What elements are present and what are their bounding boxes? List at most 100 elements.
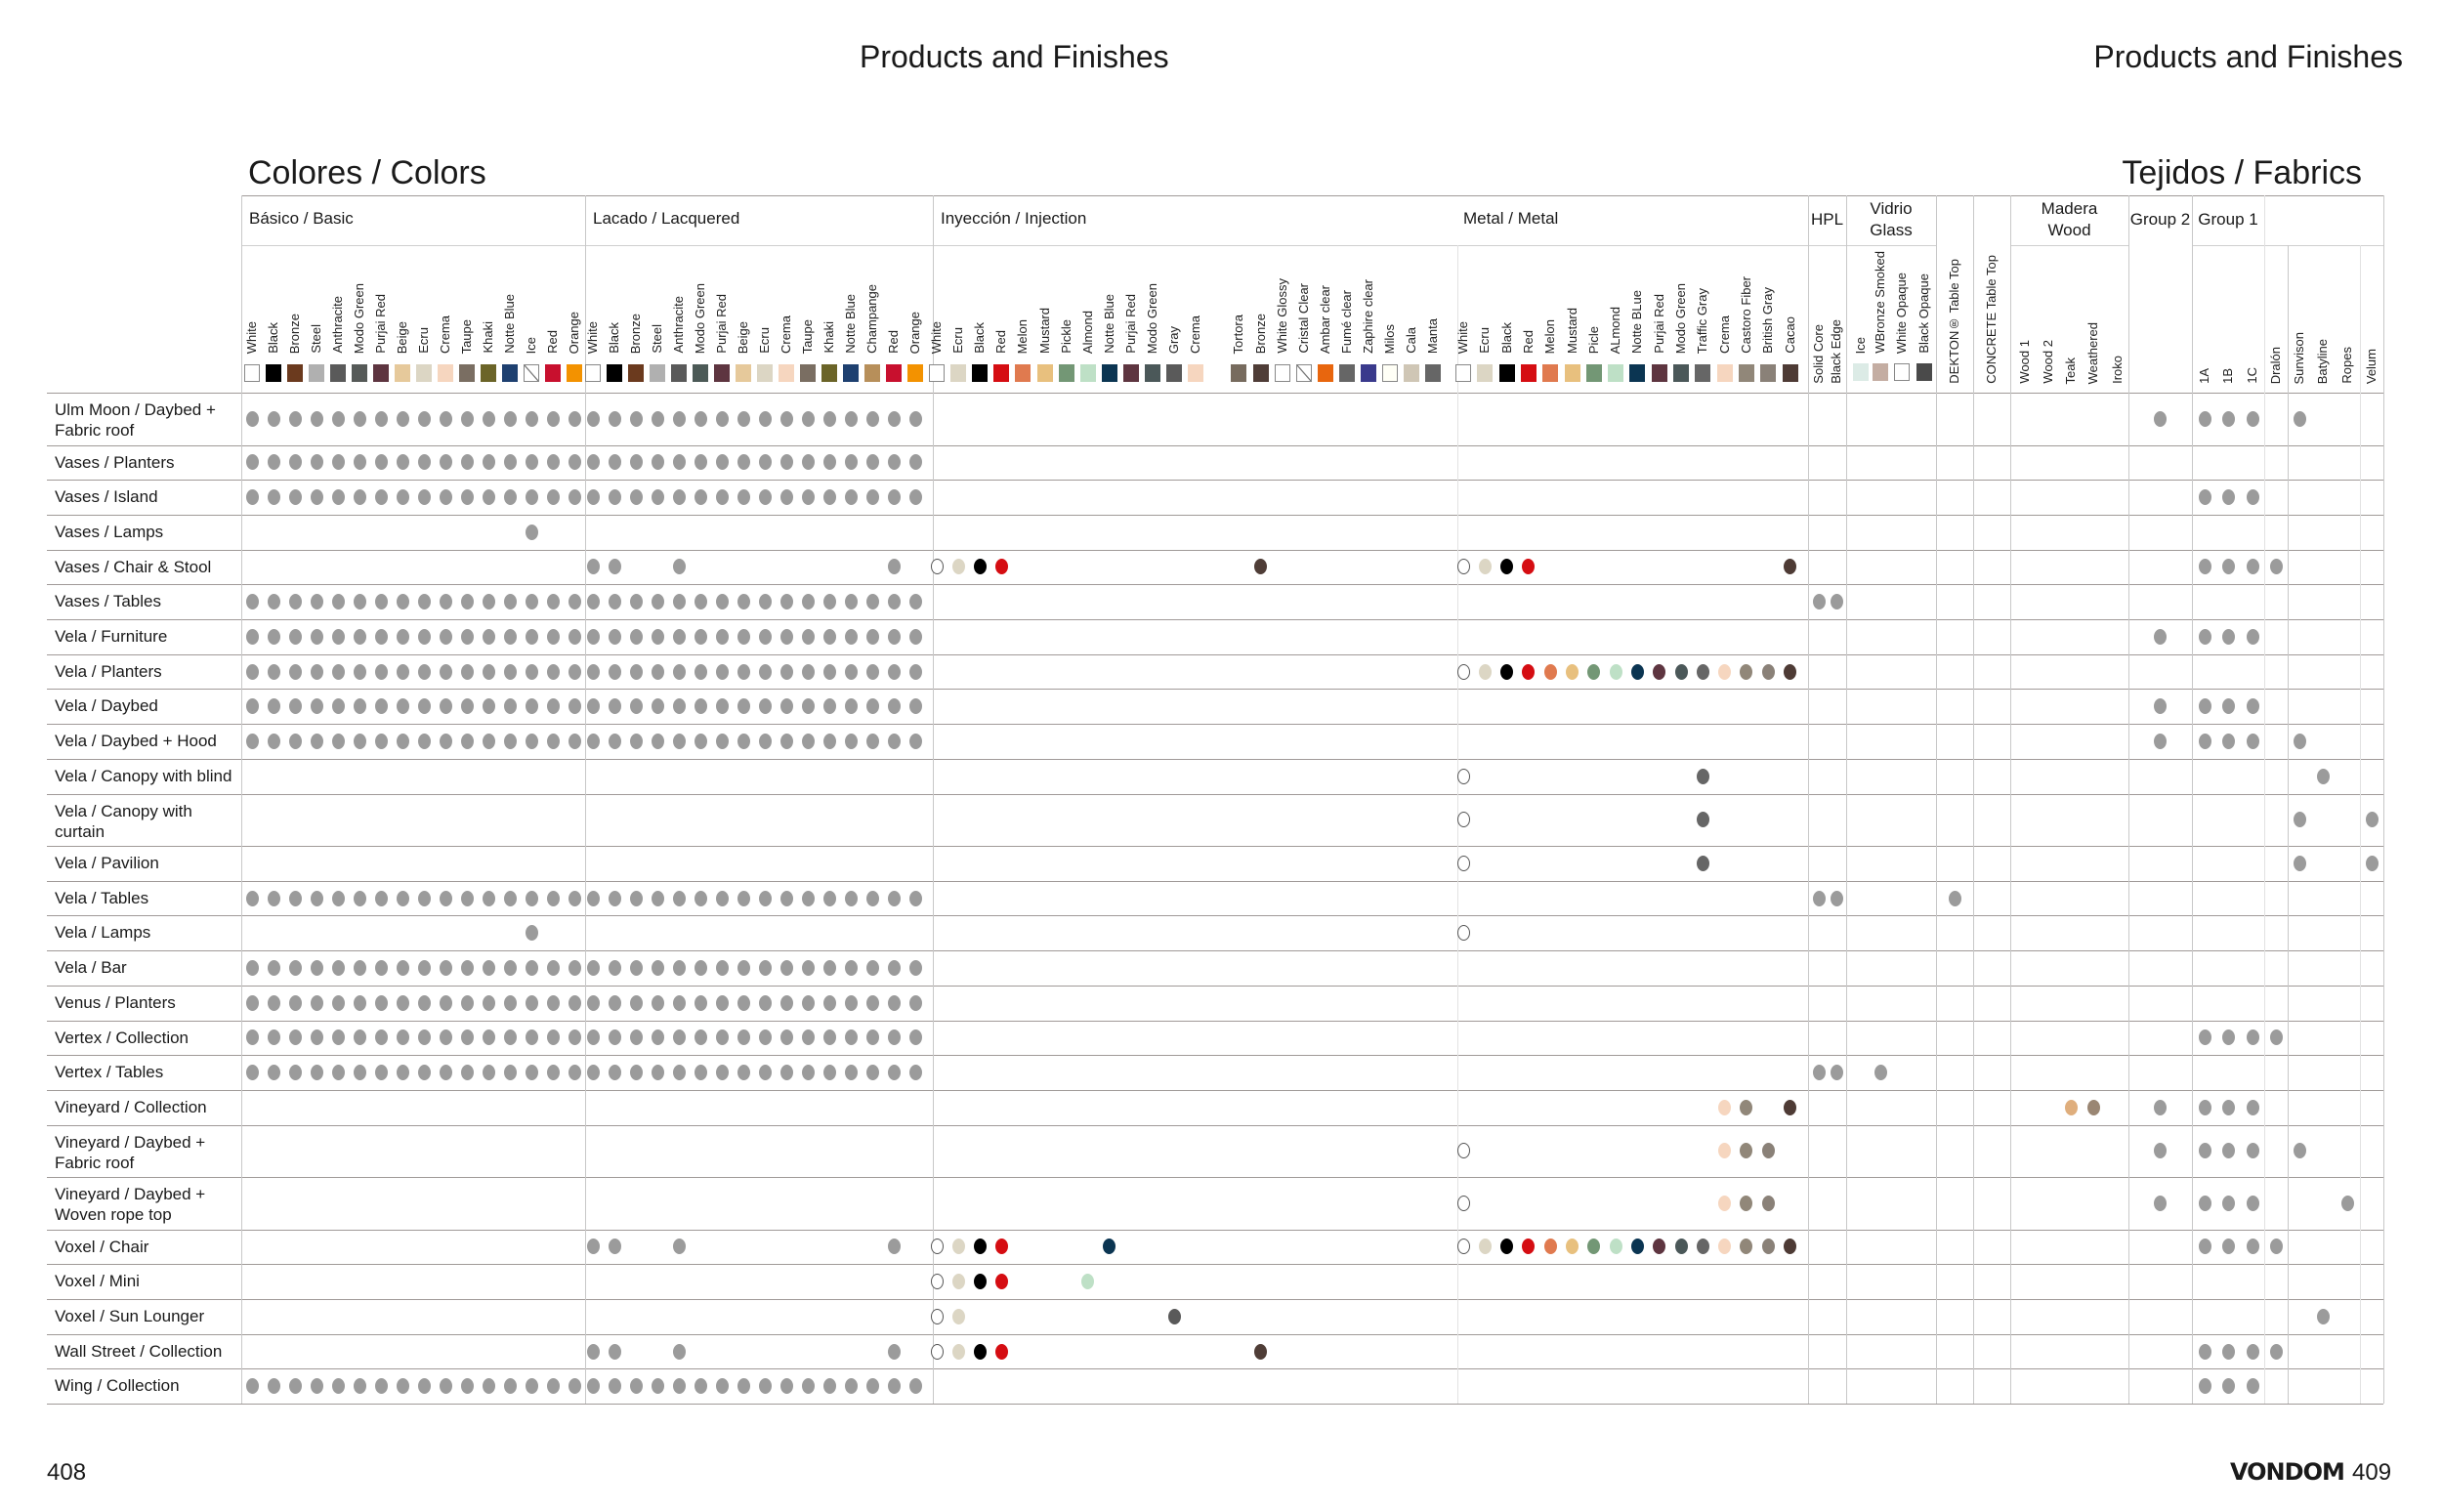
basic-swatch: [244, 364, 260, 382]
finish-available-dot: [417, 1029, 431, 1046]
finish-available-dot: [310, 663, 323, 680]
product-row-label: Venus / Planters: [55, 992, 176, 1013]
finish-available-dot: [672, 890, 686, 906]
finish-available-dot: [245, 890, 259, 906]
basic-swatch: [309, 364, 324, 382]
finish-available-dot: [865, 628, 879, 645]
basic-column-label: Purjai Red: [373, 294, 388, 354]
column-divider: [2383, 195, 2384, 1405]
product-label-line: Vela / Canopy with: [55, 801, 192, 820]
finish-available-dot: [586, 1343, 600, 1360]
finish-available-dot: [525, 454, 538, 471]
product-label-line: Ulm Moon / Daybed +: [55, 400, 216, 419]
finish-available-dot: [439, 733, 452, 749]
basic-swatch: [395, 364, 410, 382]
injection-swatch: [1425, 364, 1442, 382]
finish-available-dot: [2269, 1029, 2283, 1046]
finish-available-dot: [737, 628, 750, 645]
group1-group-label: Group 1: [2198, 210, 2258, 229]
finish-available-dot: [288, 1378, 302, 1395]
finish-available-dot: [1812, 594, 1826, 610]
finish-available-dot: [1456, 812, 1470, 828]
basic-swatch: [481, 364, 496, 382]
finish-available-dot: [546, 1378, 560, 1395]
finish-available-dot: [1456, 1143, 1470, 1159]
finish-available-dot: [758, 594, 772, 610]
glass-swatch: [1894, 363, 1910, 381]
finish-available-dot: [629, 733, 643, 749]
hpl-group-label: HPL: [1810, 210, 1844, 229]
metal-column-label: Picle: [1585, 325, 1601, 354]
finish-available-dot: [245, 1065, 259, 1081]
column-divider: [1846, 195, 1847, 1405]
finish-available-dot: [2293, 1143, 2306, 1159]
finish-available-dot: [737, 1029, 750, 1046]
finish-available-dot: [460, 959, 474, 976]
injection-swatch: [1295, 364, 1312, 382]
finish-available-dot: [460, 698, 474, 715]
metal-swatch: [1477, 364, 1494, 382]
finish-available-dot: [651, 628, 664, 645]
finish-available-dot: [353, 410, 366, 427]
finish-available-dot: [396, 733, 409, 749]
finish-available-dot: [2221, 1239, 2235, 1255]
product-label-line: Venus / Planters: [55, 992, 176, 1012]
finish-available-dot: [460, 1029, 474, 1046]
finish-available-dot: [887, 1065, 901, 1081]
finish-available-dot: [568, 628, 581, 645]
finish-available-dot: [887, 628, 901, 645]
finish-available-dot: [737, 733, 750, 749]
finish-available-dot: [758, 628, 772, 645]
finish-available-dot: [374, 1065, 388, 1081]
finish-available-dot: [2246, 628, 2259, 645]
lacquered-column-label: Ecru: [757, 327, 772, 354]
finish-available-dot: [737, 890, 750, 906]
finish-available-dot: [865, 1378, 879, 1395]
finish-available-dot: [779, 698, 793, 715]
metal-column-label: British Gray: [1760, 287, 1776, 354]
finish-available-dot: [2246, 733, 2259, 749]
finish-available-dot: [331, 594, 345, 610]
finish-available-dot: [525, 890, 538, 906]
finish-available-dot: [546, 994, 560, 1011]
finish-available-dot: [1081, 1274, 1095, 1290]
finish-available-dot: [1740, 663, 1753, 680]
finish-available-dot: [1543, 1239, 1557, 1255]
finish-available-dot: [672, 959, 686, 976]
finish-available-dot: [758, 698, 772, 715]
finish-available-dot: [568, 410, 581, 427]
lacquered-swatch: [714, 364, 730, 382]
product-label-line: Voxel / Sun Lounger: [55, 1307, 205, 1325]
finish-available-dot: [288, 1065, 302, 1081]
finish-available-dot: [973, 559, 987, 575]
fabric_types-column-label: Batyline: [2315, 338, 2330, 384]
finish-available-dot: [417, 594, 431, 610]
finish-available-dot: [844, 698, 858, 715]
row-divider: [47, 1264, 2383, 1266]
finish-available-dot: [525, 663, 538, 680]
lacquered-column-label: Notte Blue: [843, 294, 858, 354]
finish-available-dot: [288, 410, 302, 427]
finish-available-dot: [546, 454, 560, 471]
basic-column-label: Ecru: [416, 327, 431, 354]
finish-available-dot: [930, 1274, 944, 1290]
finish-available-dot: [586, 1239, 600, 1255]
finish-available-dot: [568, 1029, 581, 1046]
finish-available-dot: [439, 698, 452, 715]
metal-column-label: Crema: [1716, 315, 1732, 354]
finish-available-dot: [267, 733, 280, 749]
product-label-line: Vases / Island: [55, 487, 158, 507]
finish-available-dot: [737, 663, 750, 680]
finish-available-dot: [1500, 1239, 1514, 1255]
finish-available-dot: [288, 733, 302, 749]
row-divider: [47, 584, 2383, 586]
metal-column-label: Mustard: [1564, 308, 1579, 354]
basic-column-label: Khaki: [481, 321, 495, 354]
header-bottom-border: [47, 393, 2383, 394]
finish-available-dot: [908, 628, 922, 645]
finish-available-dot: [865, 489, 879, 506]
finish-available-dot: [245, 733, 259, 749]
product-label-line: Vela / Canopy with blind: [55, 766, 232, 785]
brand-logo: VONDOM: [2230, 1458, 2345, 1486]
finish-available-dot: [310, 959, 323, 976]
